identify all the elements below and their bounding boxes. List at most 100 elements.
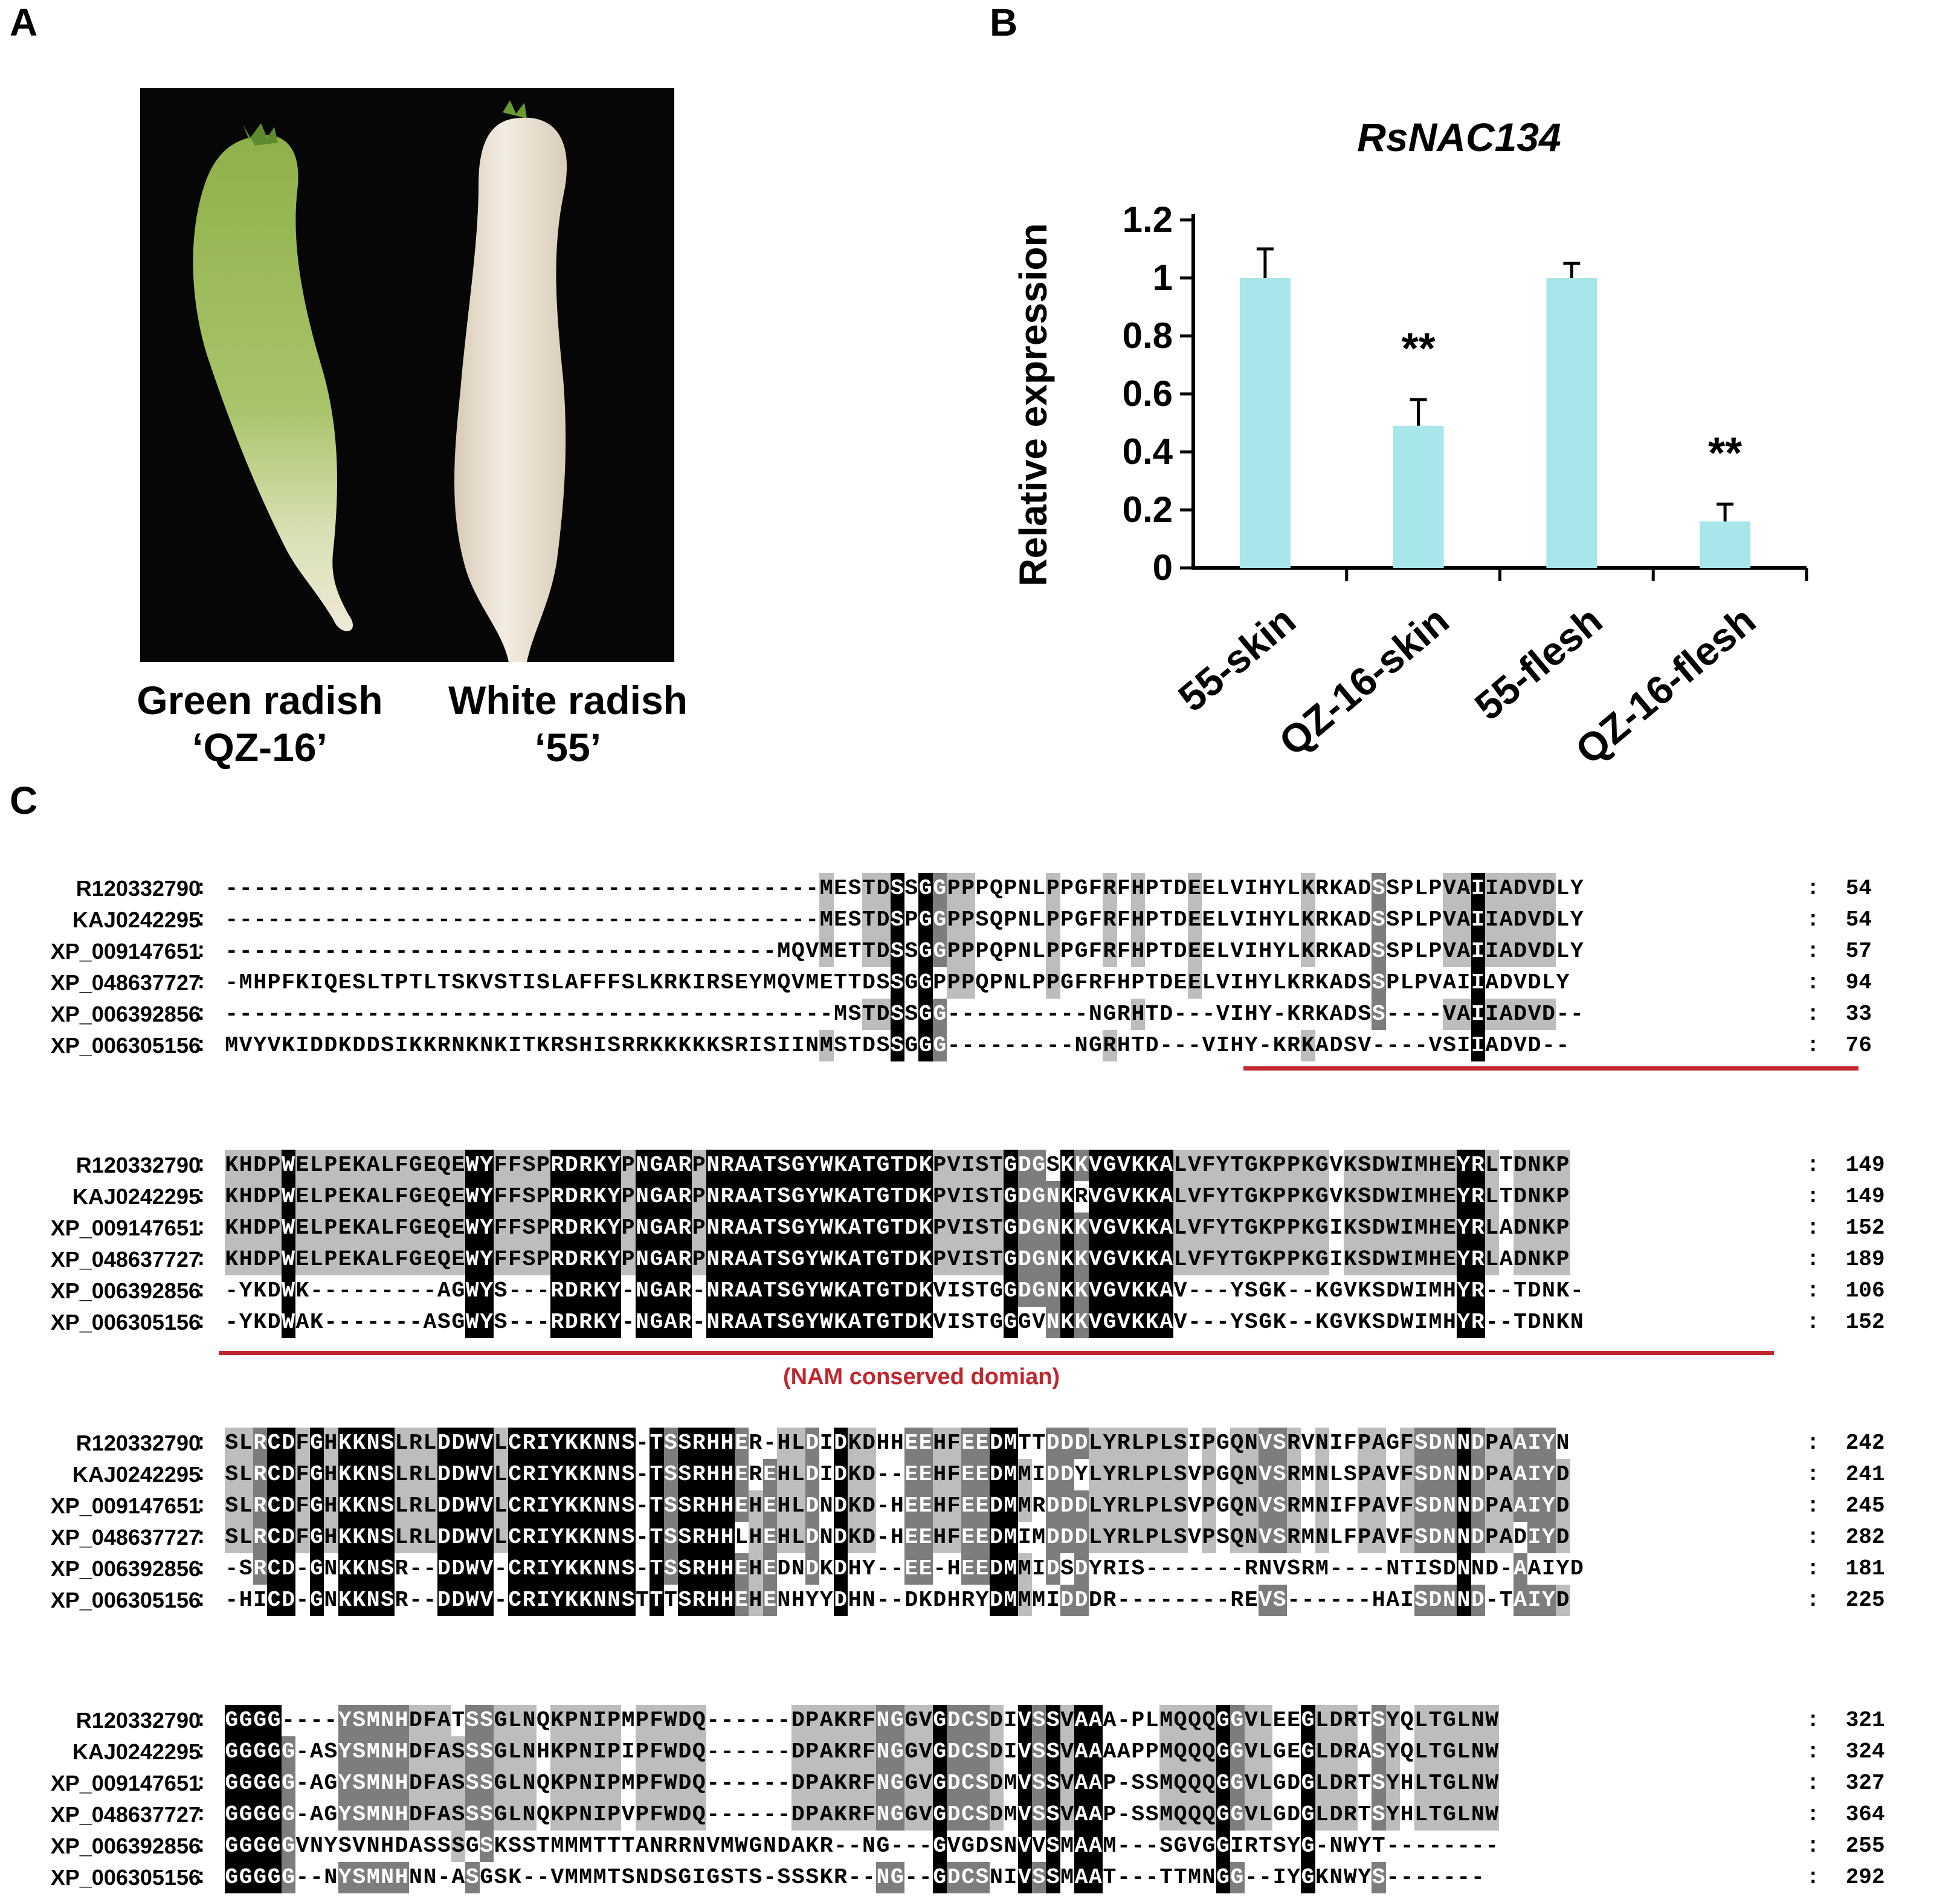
radish-photo (140, 88, 674, 663)
bar (1239, 278, 1291, 568)
sequence-id: R120332790 (76, 1708, 201, 1733)
bar (1393, 425, 1444, 568)
residue-count: : 152 (1807, 1216, 1885, 1240)
residue-count: : 255 (1807, 1834, 1885, 1858)
domain-underline-1 (1243, 1066, 1858, 1071)
sequence-id: XP_048637727 (50, 1525, 201, 1550)
nam-domain-label: (NAM conserved domian) (783, 1364, 1060, 1390)
panel-label-a: A (10, 1, 38, 44)
panel-label-c: C (10, 779, 38, 822)
separator: : (195, 1865, 208, 1890)
green-radish-cultivar: ‘QZ-16’ (192, 725, 327, 770)
green-radish-label: Green radish (137, 678, 383, 723)
sequence: KHDPWELPEKALFGEQEWYFFSPRDRKYPNGARPNRAATS… (225, 1150, 1570, 1181)
separator: : (195, 1556, 208, 1581)
separator: : (195, 1033, 208, 1058)
residue-count: : 181 (1807, 1556, 1885, 1581)
separator: : (195, 1153, 208, 1177)
sequence-id: KAJ0242295 (72, 1184, 201, 1209)
residue-count: : 106 (1807, 1278, 1885, 1303)
sequence-id: XP_006305156 (50, 1865, 201, 1890)
separator: : (195, 1588, 208, 1612)
separator: : (195, 1739, 208, 1764)
sequence: ----------------------------------------… (225, 904, 1584, 936)
sequence: KHDPWELPEKALFGEQEWYFFSPRDRKYPNGARPNRAATS… (225, 1213, 1570, 1244)
y-tick-label: 1.2 (1123, 199, 1173, 240)
sequence: SLRCDFGHKKNSLRLDDWVLCRIYKKNNS-TSSRHHLHEH… (225, 1522, 1570, 1553)
sequence-id: XP_006305156 (50, 1588, 201, 1612)
sequence-id: XP_006305156 (50, 1310, 201, 1335)
sequence: SLRCDFGHKKNSLRLDDWVLCRIYKKNNS-TSSRHHER-H… (225, 1428, 1570, 1459)
sequence: ---------------------------------------M… (225, 936, 1584, 967)
separator: : (195, 1216, 208, 1240)
sequence-id: XP_006392856 (50, 1002, 201, 1026)
sequence-id: XP_048637727 (50, 1247, 201, 1272)
white-radish (454, 117, 567, 663)
sequence-id: XP_006392856 (50, 1556, 201, 1581)
sequence: ----------------------------------------… (225, 873, 1584, 904)
domain-underline-2 (219, 1351, 1774, 1355)
residue-count: : 57 (1807, 939, 1872, 964)
separator: : (195, 1431, 208, 1455)
sequence: -MHPFKIQESLTPTLTSKVSTISLAFFFSLKRKIRSEYMQ… (225, 967, 1570, 999)
bar (1546, 278, 1597, 568)
sequence-id: XP_006305156 (50, 1033, 201, 1058)
bars: ** ** (1239, 247, 1751, 568)
separator: : (195, 939, 208, 964)
sequence-id: R120332790 (76, 876, 201, 901)
sequence: GGGGGVNYSVNHDASSSGSKSSTMMMTTTANRRNVMWGND… (225, 1831, 1499, 1862)
residue-count: : 54 (1807, 907, 1872, 932)
sequence: MVYVKIDDKDDSIKKRNKNKITKRSHISRRKKKKKSRISI… (225, 1030, 1570, 1061)
bar (1700, 521, 1751, 568)
separator: : (195, 1493, 208, 1518)
sequence-id: KAJ0242295 (72, 1462, 201, 1487)
sequence-id: XP_006392856 (50, 1278, 201, 1303)
sequence-id: XP_048637727 (50, 1802, 201, 1827)
sequence-id: XP_009147651 (50, 939, 201, 964)
residue-count: : 76 (1807, 1033, 1872, 1058)
separator: : (195, 1278, 208, 1303)
residue-count: : 245 (1807, 1493, 1885, 1518)
separator: : (195, 1002, 208, 1026)
residue-count: : 189 (1807, 1247, 1885, 1272)
sequence-id: XP_009147651 (50, 1771, 201, 1796)
sequence: GGGGG-AGYSMNHDFASSSGLNQKPNIPMPFWDQ------… (225, 1768, 1500, 1799)
panel-label-b: B (990, 1, 1018, 44)
residue-count: : 282 (1807, 1525, 1885, 1550)
y-tick-label: 0.6 (1123, 373, 1173, 414)
white-radish-caption: White radish ‘55’ (429, 677, 707, 771)
sequence-id: XP_009147651 (50, 1216, 201, 1240)
y-axis-label: Relative expression (1011, 223, 1055, 586)
chart-title: RsNAC134 (1357, 115, 1561, 159)
separator: : (195, 1802, 208, 1827)
separator: : (195, 1462, 208, 1487)
residue-count: : 54 (1807, 876, 1872, 901)
sequence: KHDPWELPEKALFGEQEWYFFSPRDRKYPNGARPNRAATS… (225, 1244, 1570, 1275)
expression-bar-chart: RsNAC134 Relative expression 00.20.40.60… (1011, 115, 1808, 773)
sequence: SLRCDFGHKKNSLRLDDWVLCRIYKKNNS-TSSRHHEHEH… (225, 1490, 1570, 1522)
residue-count: : 152 (1807, 1310, 1885, 1335)
sequence: KHDPWELPEKALFGEQEWYFFSPRDRKYPNGARPNRAATS… (225, 1181, 1570, 1213)
green-radish-caption: Green radish ‘QZ-16’ (121, 677, 399, 771)
sequence: -HICD-GNKKNSR--DDWV-CRIYKKNNSTTTSRHHEHEN… (225, 1585, 1570, 1616)
separator: : (195, 1310, 208, 1335)
sequence-id: XP_009147651 (50, 1493, 201, 1518)
sequence: GGGG----YSMNHDFATSSGLNQKPNIPMPFWDQ------… (225, 1705, 1500, 1736)
residue-count: : 225 (1807, 1588, 1885, 1612)
residue-count: : 364 (1807, 1802, 1885, 1827)
sequence-id: R120332790 (76, 1153, 201, 1177)
separator: : (195, 970, 208, 995)
sequence: -SRCD-GNKKNSR--DDWV-CRIYKKNNS-TSSRHHEHED… (225, 1553, 1584, 1585)
residue-count: : 33 (1807, 1002, 1872, 1026)
y-tick-label: 1 (1153, 257, 1173, 298)
sequence: GGGGG--NYSMNHNN-ASGSK--VMMMTSNDSGIGSTS-S… (225, 1862, 1485, 1893)
y-tick-label: 0.8 (1123, 315, 1173, 356)
y-tick-label: 0 (1153, 547, 1173, 588)
sequence-id: XP_006392856 (50, 1834, 201, 1858)
residue-count: : 324 (1807, 1739, 1885, 1764)
radish-illustration (193, 100, 567, 663)
residue-count: : 149 (1807, 1153, 1885, 1177)
x-tick-label: QZ-16-skin (1271, 597, 1457, 764)
separator: : (195, 1708, 208, 1733)
